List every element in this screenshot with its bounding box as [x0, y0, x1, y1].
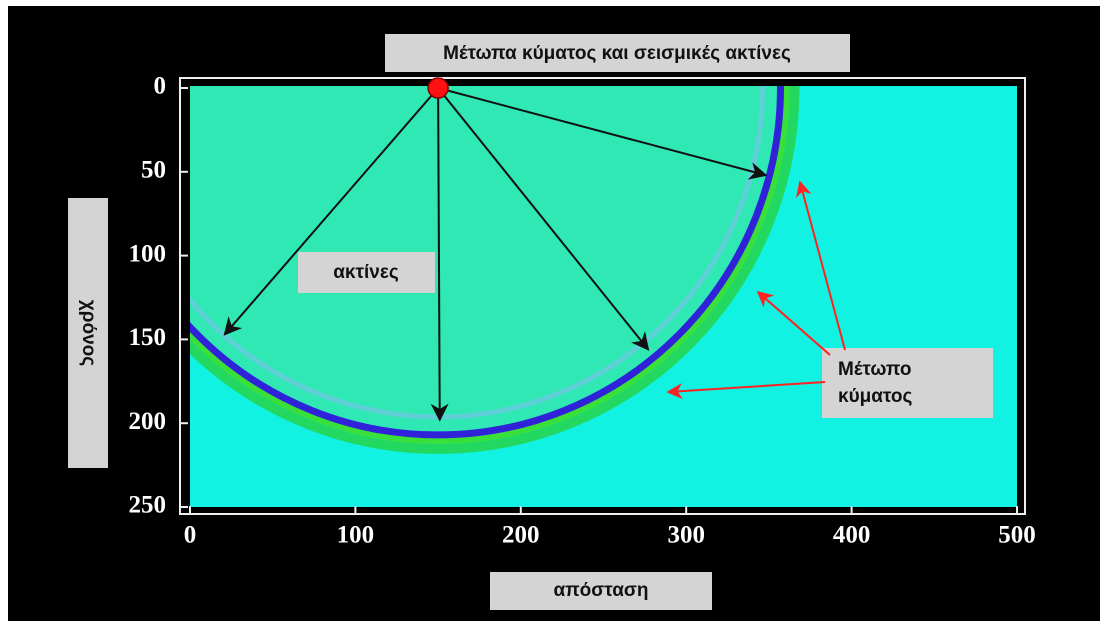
xlabel-box: [490, 572, 712, 610]
ray: [437, 87, 768, 180]
pointer: [756, 290, 831, 356]
x-tick-label: 100: [337, 522, 375, 549]
pointer: [666, 381, 826, 400]
y-tick-label: 200: [129, 408, 167, 435]
y-tick-label: 100: [129, 240, 167, 267]
ray: [223, 87, 439, 336]
annotation: κύματος: [838, 386, 913, 407]
wavefront-outer: [190, 86, 800, 454]
y-tick-label: 0: [154, 73, 167, 100]
title-box: [385, 34, 850, 72]
y-axis-label: χρόνος: [78, 300, 99, 366]
annotation: Μέτωπο: [838, 359, 912, 380]
x-tick-label: 400: [833, 522, 871, 549]
plot-frame: [179, 77, 1026, 515]
x-axis-label: απόσταση: [553, 580, 648, 601]
x-tick-label: 300: [667, 522, 705, 549]
y-tick-label: 50: [141, 157, 166, 184]
pointer: [795, 180, 846, 351]
y-tick-label: 150: [129, 324, 167, 351]
x-tick-label: 200: [502, 522, 540, 549]
wavefront-pointers: [666, 180, 846, 400]
ray: [437, 87, 650, 351]
y-tick-label: 250: [129, 492, 167, 519]
annotation-box: [822, 348, 993, 418]
ylabel-box: [68, 198, 108, 468]
x-tick-label: 500: [998, 522, 1036, 549]
source: [427, 77, 449, 99]
annotation: ακτίνες: [333, 262, 399, 283]
chart-title: Μέτωπα κύματος και σεισμικές ακτίνες: [443, 43, 791, 64]
ray: [430, 87, 449, 422]
annotation-box: [298, 252, 435, 293]
wavefront: [190, 86, 784, 439]
wavefront-band: [190, 86, 790, 444]
x-tick-label: 0: [184, 522, 197, 549]
